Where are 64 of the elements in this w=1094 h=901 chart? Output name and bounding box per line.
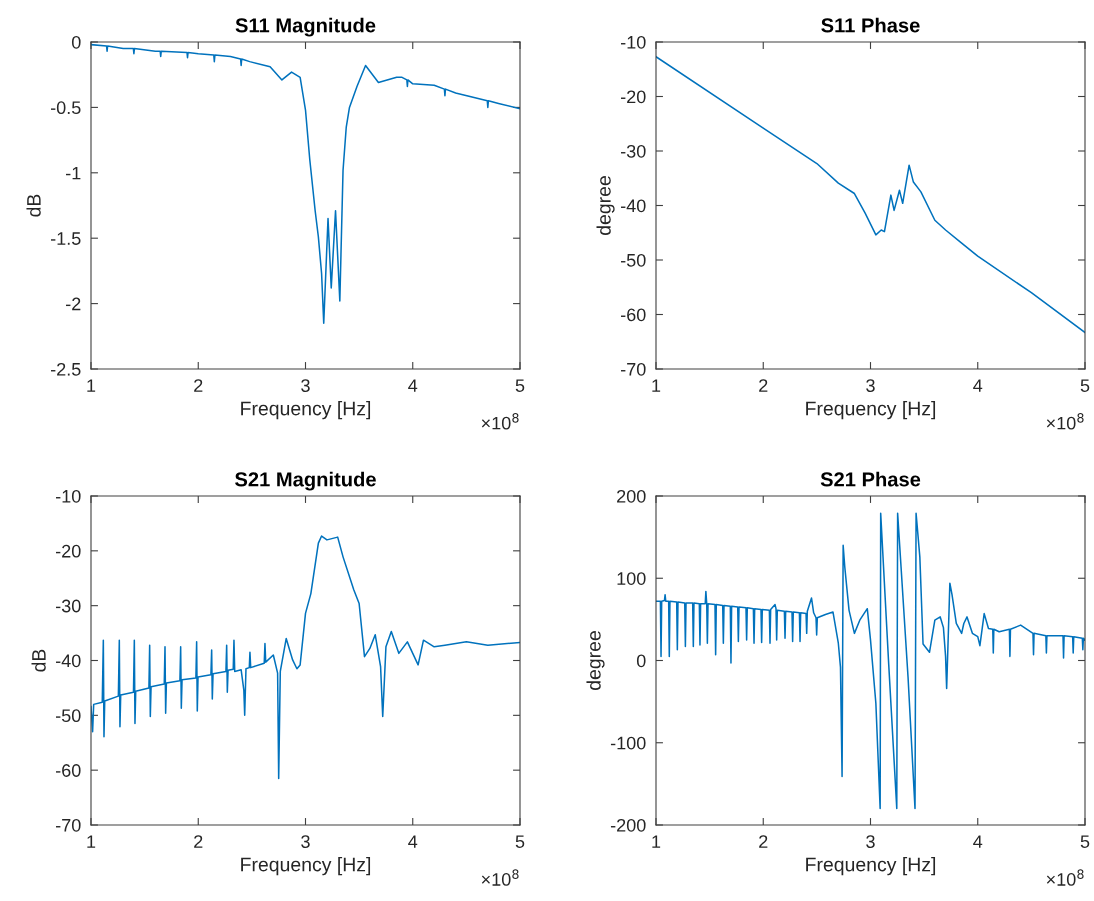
- y-tick-label: -1.5: [50, 232, 81, 245]
- y-tick-label: -30: [55, 599, 81, 613]
- x-tick-label: 4: [408, 379, 418, 392]
- x-tick-label: 5: [1080, 379, 1090, 392]
- x-tick-label: 3: [866, 379, 875, 392]
- y-tick-label: -50: [55, 709, 81, 723]
- y-tick-label: -20: [620, 90, 646, 104]
- x-tick-label: 5: [515, 379, 525, 392]
- y-tick-label: -60: [620, 308, 646, 322]
- x-axis-title: Frequency [Hz]: [241, 857, 371, 876]
- x-tick-label: 2: [194, 379, 203, 392]
- y-tick-label: -200: [610, 818, 646, 832]
- y-axis-title: degree: [596, 176, 615, 235]
- x-tick-label: 3: [866, 835, 875, 848]
- y-tick-label: -40: [620, 199, 646, 213]
- x-tick-label: 1: [652, 379, 661, 392]
- y-tick-label: 0: [71, 35, 81, 49]
- x-tick-label: 3: [301, 835, 310, 848]
- y-tick-label: 100: [617, 572, 646, 585]
- x-tick-label: 4: [408, 835, 418, 848]
- y-tick-label: -100: [610, 736, 646, 750]
- y-tick-label: -70: [620, 362, 646, 376]
- x-axis-title: Frequency [Hz]: [806, 857, 936, 876]
- y-axis-title: dB: [26, 194, 41, 217]
- y-tick-label: -2: [66, 297, 81, 311]
- y-tick-label: -10: [620, 35, 646, 49]
- x-tick-label: 1: [652, 835, 661, 848]
- chart-title: S21 Phase: [820, 471, 921, 487]
- y-tick-label: -50: [620, 253, 646, 267]
- y-tick-label: -20: [55, 544, 81, 558]
- text: ×10$^{8}$: [1046, 413, 1084, 430]
- x-tick-label: 4: [973, 835, 983, 848]
- x-axis-title: Frequency [Hz]: [806, 401, 936, 420]
- line-series: [656, 512, 1085, 810]
- y-tick-label: -1: [66, 166, 81, 180]
- y-tick-label: -10: [55, 489, 81, 503]
- x-tick-label: 2: [759, 379, 768, 392]
- x-tick-label: 1: [87, 835, 96, 848]
- y-axis-title: degree: [586, 631, 605, 690]
- line-series: [91, 535, 520, 780]
- x-tick-label: 4: [973, 379, 983, 392]
- x-tick-label: 2: [194, 835, 203, 848]
- line-series: [656, 55, 1085, 334]
- y-tick-label: -60: [55, 764, 81, 777]
- y-tick-label: 200: [617, 489, 646, 503]
- x-axis-title: Frequency [Hz]: [241, 401, 371, 420]
- chart-title: S11 Magnitude: [235, 17, 376, 37]
- y-tick-label: -30: [620, 144, 646, 158]
- y-axis-title: dB: [31, 649, 46, 672]
- x-tick-label: 5: [1080, 835, 1090, 848]
- text: ×10$^{8}$: [481, 869, 519, 886]
- x-tick-label: 2: [759, 835, 768, 848]
- y-tick-label: -0.5: [50, 101, 81, 115]
- y-tick-label: -70: [55, 818, 81, 832]
- y-tick-label: -40: [55, 654, 81, 668]
- y-tick-label: -2.5: [50, 362, 81, 376]
- chart-title: S11 Phase: [821, 17, 920, 33]
- text: ×10$^{8}$: [1046, 869, 1084, 886]
- x-tick-label: 3: [301, 379, 310, 392]
- text: ×10$^{8}$: [481, 413, 519, 430]
- x-tick-label: 5: [515, 835, 525, 848]
- x-tick-label: 1: [87, 379, 96, 392]
- chart-title: S21 Magnitude: [235, 471, 376, 491]
- y-tick-label: 0: [636, 654, 646, 668]
